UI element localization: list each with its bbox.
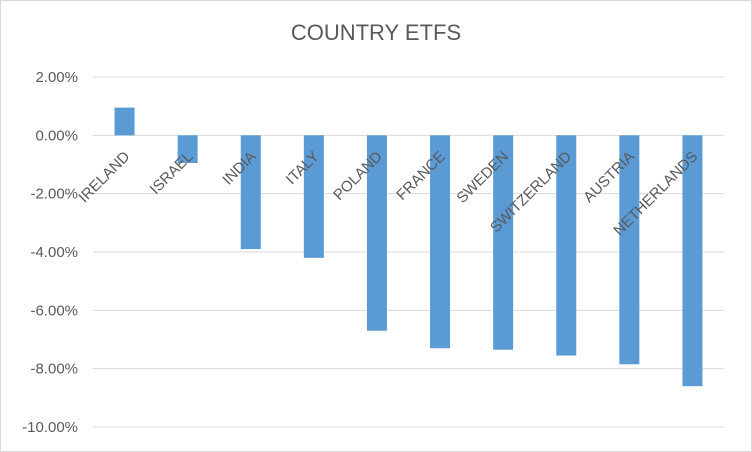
bar-israel bbox=[177, 135, 198, 164]
y-tick-label: -4.00% bbox=[30, 244, 78, 261]
category-label: ISRAEL bbox=[147, 148, 197, 198]
y-tick-label: -2.00% bbox=[30, 186, 78, 203]
bar-ireland bbox=[114, 107, 135, 136]
bars bbox=[114, 107, 703, 387]
category-label: IRELAND bbox=[75, 148, 133, 206]
y-tick-label: -10.00% bbox=[22, 419, 78, 436]
y-tick-label: 0.00% bbox=[35, 127, 78, 144]
bar-austria bbox=[619, 135, 640, 365]
y-tick-label: -6.00% bbox=[30, 302, 78, 319]
bar-france bbox=[430, 135, 451, 349]
bar-sweden bbox=[493, 135, 514, 350]
y-tick-label: -8.00% bbox=[30, 361, 78, 378]
bar-netherlands bbox=[682, 135, 703, 387]
y-tick-label: 2.00% bbox=[35, 69, 78, 86]
bar-india bbox=[240, 135, 261, 250]
bar-poland bbox=[366, 135, 387, 331]
chart-title: COUNTRY ETFS bbox=[290, 20, 462, 45]
bar-switzerland bbox=[556, 135, 577, 356]
gridlines bbox=[93, 76, 724, 428]
bar-italy bbox=[303, 135, 324, 258]
y-tick-labels: 2.00% 0.00% -2.00% -4.00% -6.00% -8.00% -10.00… bbox=[22, 69, 78, 436]
